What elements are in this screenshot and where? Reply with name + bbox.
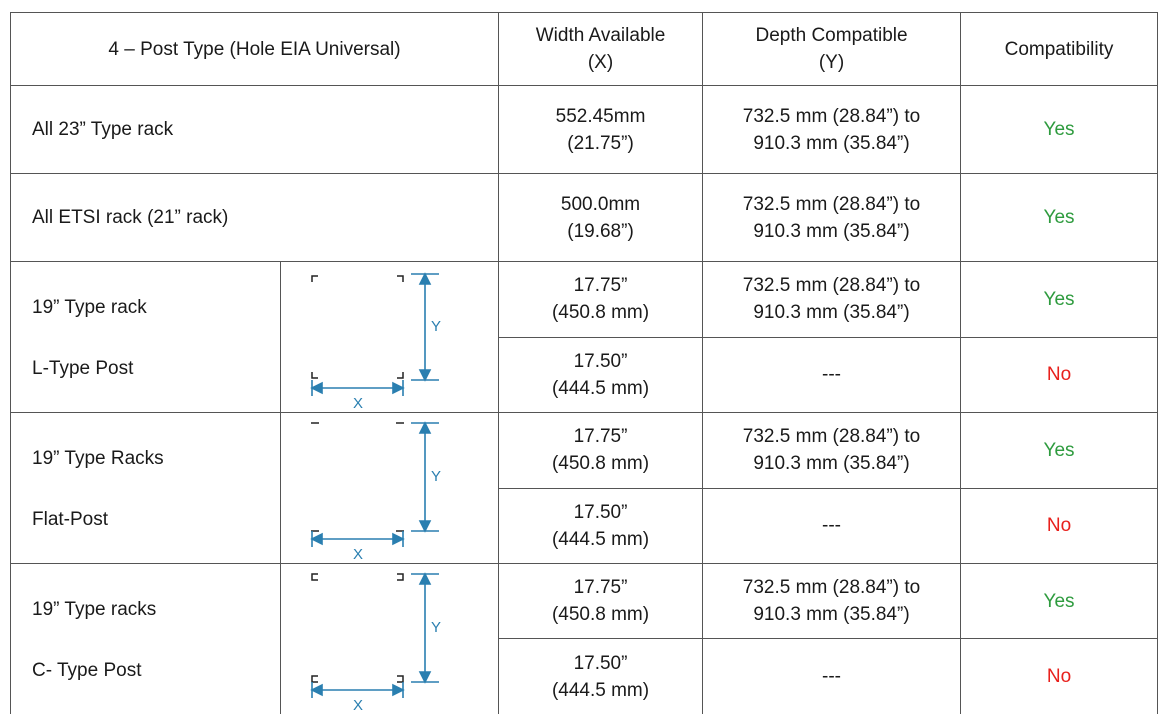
depth-cell: 732.5 mm (28.84”) to 910.3 mm (35.84”) <box>702 85 962 174</box>
compat-cell: Yes <box>960 562 1159 640</box>
y-dimension-label: Y <box>431 619 441 636</box>
rack-type-line2: C- Type Post <box>32 660 142 681</box>
header-row: 4 – Post Type (Hole EIA Universal) Width… <box>9 12 1159 86</box>
l-type-post-icon: Y X <box>310 272 441 412</box>
rack-type-cell: 19” Type Racks Flat-Post <box>10 412 281 564</box>
rack-type-line1: 19” Type rack <box>32 297 147 318</box>
width-cell: 17.50” (444.5 mm) <box>498 487 704 564</box>
width-cell: 17.75” (450.8 mm) <box>498 412 704 489</box>
depth-cell: --- <box>702 487 962 564</box>
rack-type-line1: 19” Type racks <box>32 599 157 620</box>
compat-cell: Yes <box>960 173 1159 262</box>
rack-type-cell: 19” Type rack L-Type Post <box>10 261 281 413</box>
y-dimension-label: Y <box>431 318 441 335</box>
table-row: 19” Type rack L-Type Post <box>10 261 1159 413</box>
flat-post-icon: Y X <box>310 421 441 563</box>
width-cell: 500.0mm (19.68”) <box>498 173 704 262</box>
header-compatibility: Compatibility <box>960 12 1159 86</box>
x-dimension-label: X <box>353 697 363 714</box>
compat-cell: Yes <box>960 412 1159 489</box>
table-row: 19” Type racks C- Type Post <box>10 562 1159 714</box>
rack-type-line2: Flat-Post <box>32 509 109 530</box>
c-type-post-icon: Y X <box>310 572 441 714</box>
table-row: 17.50” (444.5 mm) --- No <box>11 487 1159 564</box>
l-type-post-diagram: Y X <box>279 261 500 413</box>
depth-cell: --- <box>702 638 962 714</box>
depth-cell: 732.5 mm (28.84”) to 910.3 mm (35.84”) <box>702 173 962 262</box>
compat-cell: Yes <box>960 261 1159 338</box>
rack-type-line1: 19” Type Racks <box>32 448 164 469</box>
c-type-post-diagram: Y X <box>279 563 500 714</box>
depth-cell: 732.5 mm (28.84”) to 910.3 mm (35.84”) <box>702 261 962 338</box>
rack-type-cell: 19” Type racks C- Type Post <box>10 563 281 714</box>
rack-compatibility-table: 4 – Post Type (Hole EIA Universal) Width… <box>9 12 1159 714</box>
header-width-available: Width Available (X) <box>498 12 704 86</box>
rack-type-line2: L-Type Post <box>32 358 134 379</box>
header-depth-compatible: Depth Compatible (Y) <box>702 12 962 86</box>
width-cell: 17.50” (444.5 mm) <box>498 336 704 413</box>
depth-cell: 732.5 mm (28.84”) to 910.3 mm (35.84”) <box>702 412 962 489</box>
table-row: 17.50” (444.5 mm) --- No <box>11 336 1159 413</box>
table-row: All ETSI rack (21” rack) 500.0mm (19.68”)… <box>9 173 1159 262</box>
x-dimension-label: X <box>353 546 363 563</box>
x-dimension-label: X <box>353 395 363 412</box>
width-cell: 552.45mm (21.75”) <box>498 85 704 174</box>
compat-cell: No <box>960 336 1159 413</box>
width-cell: 17.50” (444.5 mm) <box>498 638 704 714</box>
compat-cell: Yes <box>960 85 1159 174</box>
table-row: 17.50” (444.5 mm) --- No <box>11 638 1159 714</box>
rack-type-cell: All 23” Type rack <box>9 85 500 174</box>
header-post-type: 4 – Post Type (Hole EIA Universal) <box>9 12 500 86</box>
rack-type-cell: All ETSI rack (21” rack) <box>9 173 500 262</box>
depth-cell: --- <box>702 336 962 413</box>
width-cell: 17.75” (450.8 mm) <box>498 562 704 640</box>
y-dimension-label: Y <box>431 468 441 485</box>
table-row: 19” Type Racks Flat-Post <box>10 412 1159 564</box>
compat-cell: No <box>960 487 1159 564</box>
width-cell: 17.75” (450.8 mm) <box>498 261 704 338</box>
table-row: All 23” Type rack 552.45mm (21.75”) 732.5… <box>9 85 1159 174</box>
depth-cell: 732.5 mm (28.84”) to 910.3 mm (35.84”) <box>702 562 962 640</box>
compat-cell: No <box>960 638 1159 714</box>
flat-post-diagram: Y X <box>279 412 500 564</box>
